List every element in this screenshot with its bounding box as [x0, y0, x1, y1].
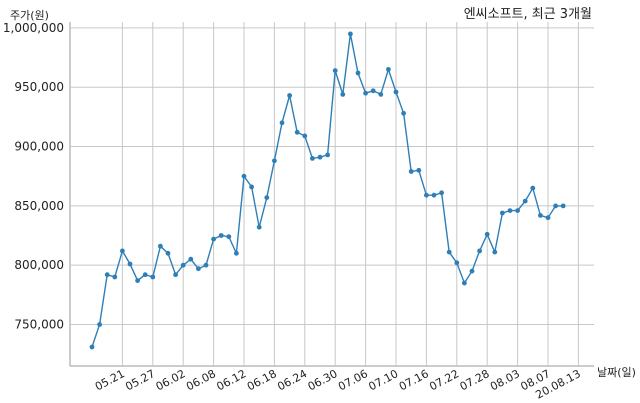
- data-point: [431, 192, 437, 198]
- data-point: [120, 248, 125, 254]
- data-point: [386, 67, 391, 72]
- data-point: [484, 231, 490, 237]
- data-point: [173, 272, 179, 278]
- data-point: [560, 203, 566, 209]
- data-point: [363, 90, 368, 96]
- x-tick-label: 07.10: [366, 367, 400, 393]
- data-point: [203, 262, 209, 268]
- data-point: [196, 266, 201, 272]
- data-point: [355, 70, 361, 76]
- x-tick-label: 06.30: [306, 367, 340, 393]
- x-tick-label: 06.12: [214, 367, 248, 393]
- data-point: [538, 213, 543, 218]
- price-series-line: [91, 33, 564, 348]
- data-point: [325, 152, 330, 158]
- x-tick-label: 05.27: [123, 367, 157, 393]
- data-point: [135, 278, 141, 283]
- x-tick-label: 07.28: [458, 367, 492, 393]
- data-point: [272, 158, 277, 164]
- data-point: [492, 249, 498, 255]
- data-point: [104, 272, 110, 278]
- data-point: [165, 250, 171, 256]
- data-point: [332, 68, 338, 73]
- data-point: [264, 195, 270, 201]
- data-point: [97, 322, 102, 327]
- x-axis-ticks: 05.2105.2706.0206.0806.1206.1806.2406.30…: [93, 367, 583, 401]
- data-point: [370, 88, 376, 94]
- price-series-points: [89, 31, 566, 350]
- y-tick-label: 900,000: [14, 140, 64, 154]
- data-point: [530, 185, 536, 191]
- data-point: [211, 236, 217, 242]
- x-tick-label: 06.08: [184, 367, 218, 393]
- data-point: [241, 173, 247, 179]
- y-tick-label: 800,000: [14, 258, 64, 272]
- data-point: [317, 154, 323, 160]
- data-point: [234, 250, 239, 256]
- data-point: [89, 344, 95, 350]
- data-point: [348, 31, 353, 37]
- data-point: [218, 233, 224, 238]
- data-point: [477, 248, 482, 254]
- chart-title: 엔씨소프트, 최근 3개월: [464, 7, 592, 22]
- x-tick-label: 06.24: [275, 367, 309, 393]
- data-point: [545, 215, 551, 221]
- data-point: [446, 249, 452, 255]
- data-point: [150, 274, 156, 280]
- data-point: [393, 89, 399, 95]
- x-tick-label: 07.22: [427, 367, 461, 393]
- y-tick-label: 850,000: [14, 199, 64, 213]
- data-point: [454, 260, 460, 266]
- data-point: [378, 92, 384, 97]
- x-axis-label: 날짜(일): [597, 365, 636, 379]
- data-point: [127, 261, 133, 267]
- data-point: [158, 243, 163, 249]
- data-point: [469, 268, 475, 274]
- data-point: [112, 274, 118, 280]
- data-point: [294, 129, 300, 135]
- data-point: [279, 120, 285, 126]
- x-tick-label: 08.03: [488, 367, 522, 393]
- data-point: [310, 156, 315, 161]
- x-tick-label: 06.02: [154, 367, 188, 393]
- data-point: [188, 256, 194, 262]
- data-point: [416, 167, 422, 173]
- data-point: [226, 234, 232, 240]
- data-point: [249, 184, 255, 190]
- data-point: [553, 203, 558, 209]
- data-point: [340, 92, 346, 97]
- data-point: [142, 272, 148, 278]
- data-point: [462, 280, 467, 286]
- grid-lines: [69, 22, 594, 367]
- y-tick-label: 750,000: [14, 317, 64, 331]
- data-point: [408, 169, 414, 174]
- x-tick-label: 07.06: [336, 367, 370, 393]
- x-tick-label: 06.18: [245, 367, 279, 393]
- y-axis-label: 주가(원): [10, 9, 49, 22]
- x-tick-label: 05.21: [93, 367, 127, 393]
- y-tick-label: 950,000: [14, 80, 64, 94]
- y-tick-label: 1,000,000: [3, 21, 64, 35]
- data-point: [302, 133, 308, 139]
- x-tick-label: 07.16: [397, 367, 431, 393]
- data-point: [522, 198, 528, 204]
- data-point: [256, 224, 262, 230]
- data-point: [180, 262, 186, 268]
- data-point: [515, 208, 520, 214]
- y-axis-ticks: 750,000 800,000 850,000 900,000 950,000 1,000…: [3, 21, 64, 332]
- data-point: [439, 190, 444, 196]
- data-point: [500, 210, 505, 216]
- data-point: [507, 208, 513, 214]
- data-point: [424, 192, 429, 198]
- data-point: [287, 93, 292, 98]
- data-point: [401, 110, 406, 116]
